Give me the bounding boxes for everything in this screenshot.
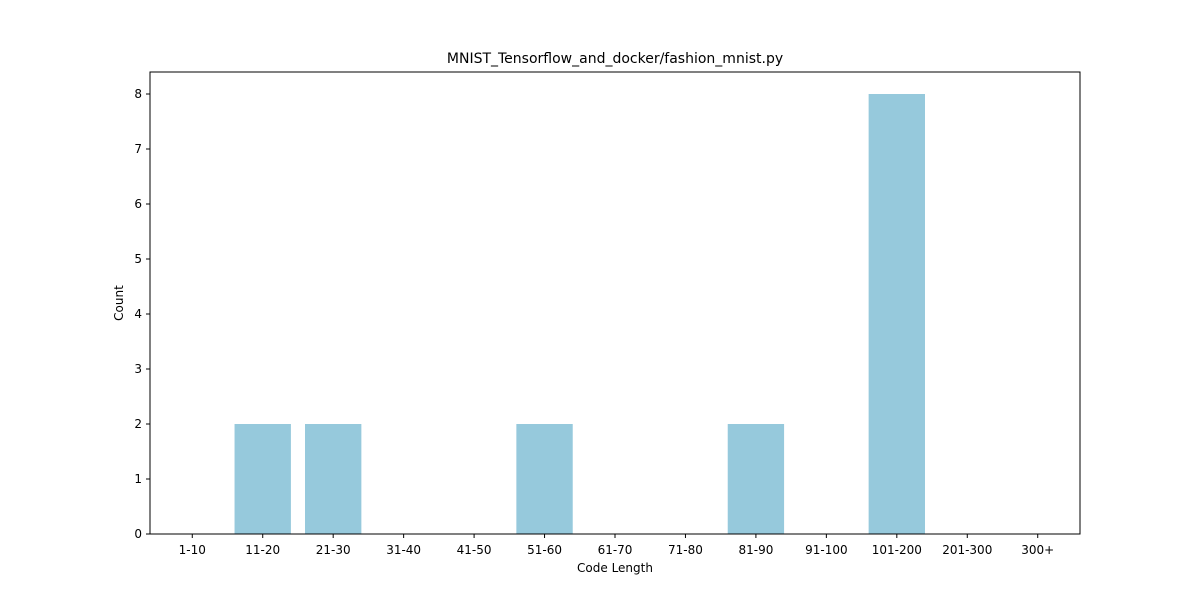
x-tick-label: 81-90 [738, 543, 773, 557]
bars-layer [234, 94, 925, 534]
y-tick-label: 5 [134, 252, 142, 266]
x-tick-label: 51-60 [527, 543, 562, 557]
x-tick-label: 21-30 [316, 543, 351, 557]
bar-81-90 [727, 424, 785, 534]
bar-11-20 [234, 424, 291, 534]
y-axis-label: Count [112, 285, 126, 321]
y-tick-label: 2 [134, 417, 142, 431]
x-tick-label: 61-70 [598, 543, 633, 557]
plot-frame [149, 71, 1081, 535]
bar-51-60 [516, 424, 573, 534]
x-axis-ticks: 1-10 11-20 21-30 31-40 41-50 51-60 61-70 71-80 8… [179, 534, 1054, 557]
bar-21-30 [305, 424, 362, 534]
x-tick-label: 41-50 [457, 543, 492, 557]
x-tick-label: 201-300 [942, 543, 992, 557]
x-axis-label: Code Length [577, 561, 653, 575]
y-tick-label: 3 [134, 362, 142, 376]
y-tick-label: 8 [134, 87, 142, 101]
bar-101-200 [868, 94, 925, 534]
x-tick-label: 1-10 [179, 543, 206, 557]
x-tick-label: 91-100 [805, 543, 848, 557]
y-tick-label: 6 [134, 197, 142, 211]
x-tick-label: 31-40 [386, 543, 421, 557]
x-tick-label: 71-80 [668, 543, 703, 557]
y-tick-label: 4 [134, 307, 142, 321]
y-axis-ticks: 0 1 2 3 4 5 6 7 8 [134, 87, 150, 541]
y-tick-label: 0 [134, 527, 142, 541]
chart-title: MNIST_Tensorflow_and_docker/fashion_mnis… [447, 51, 783, 67]
y-tick-label: 7 [134, 142, 142, 156]
x-tick-label: 11-20 [245, 543, 280, 557]
x-tick-label: 300+ [1021, 543, 1054, 557]
y-tick-label: 1 [134, 472, 142, 486]
x-tick-label: 101-200 [872, 543, 922, 557]
